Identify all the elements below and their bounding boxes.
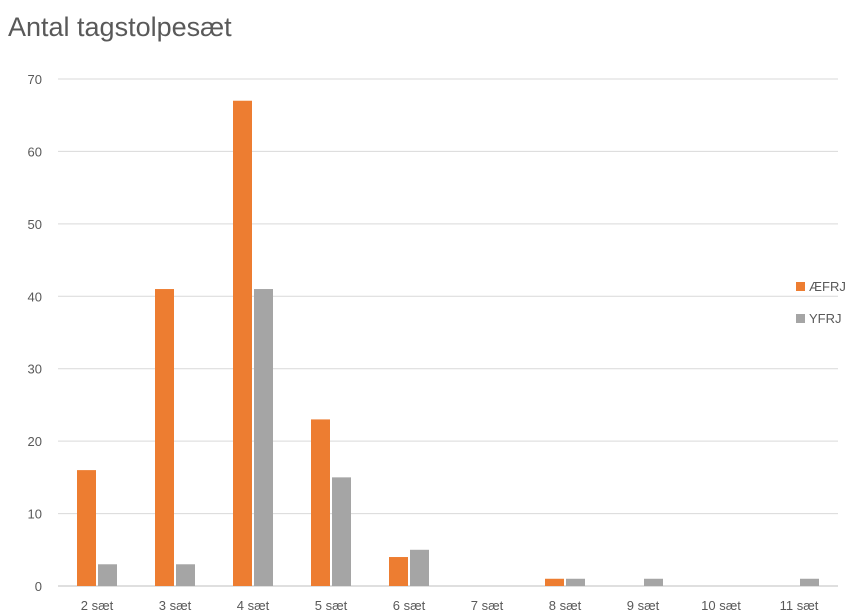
- bar-aefrj: [389, 557, 408, 586]
- legend-label: YFRJ: [809, 311, 842, 326]
- bar-yfrj: [566, 578, 585, 586]
- legend-swatch: [796, 282, 805, 291]
- bar-yfrj: [254, 289, 273, 586]
- x-tick-label: 3 sæt: [159, 598, 192, 613]
- x-tick-label: 4 sæt: [237, 598, 270, 613]
- y-tick-label: 30: [28, 362, 42, 377]
- y-tick-label: 50: [28, 217, 42, 232]
- y-tick-label: 0: [35, 579, 42, 594]
- bar-aefrj: [155, 289, 174, 586]
- x-tick-label: 11 sæt: [780, 598, 819, 613]
- gridlines: [58, 78, 838, 587]
- bar-aefrj: [545, 578, 564, 586]
- bar-aefrj: [311, 419, 330, 586]
- y-tick-label: 10: [28, 507, 42, 522]
- y-tick-label: 20: [28, 434, 42, 449]
- legend: ÆFRJ YFRJ: [796, 279, 846, 326]
- bar-yfrj: [332, 477, 351, 586]
- x-tick-label: 2 sæt: [81, 598, 114, 613]
- y-tick-label: 70: [28, 72, 42, 87]
- bar-yfrj: [644, 578, 663, 586]
- x-tick-label: 5 sæt: [315, 598, 348, 613]
- y-tick-label: 60: [28, 144, 42, 159]
- x-tick-label: 9 sæt: [627, 598, 660, 613]
- x-tick-label: 6 sæt: [393, 598, 426, 613]
- x-tick-label: 8 sæt: [549, 598, 582, 613]
- bars: [77, 100, 819, 586]
- bar-aefrj: [233, 100, 252, 586]
- bar-yfrj: [410, 549, 429, 586]
- x-axis-tick-labels: 2 sæt 3 sæt 4 sæt 5 sæt 6 sæt 7 sæt 8 sæt 9 sæt…: [81, 598, 819, 613]
- chart-title: Antal tagstolpesæt: [8, 12, 232, 42]
- bar-yfrj: [176, 564, 195, 586]
- x-tick-label: 10 sæt: [701, 598, 741, 613]
- legend-swatch: [796, 314, 805, 323]
- legend-label: ÆFRJ: [809, 279, 846, 294]
- x-tick-label: 7 sæt: [471, 598, 504, 613]
- y-tick-label: 40: [28, 289, 42, 304]
- bar-yfrj: [98, 564, 117, 586]
- bar-aefrj: [77, 470, 96, 586]
- bar-yfrj: [800, 578, 819, 586]
- y-axis-tick-labels: 0 10 20 30 40 50 60 70: [28, 72, 42, 594]
